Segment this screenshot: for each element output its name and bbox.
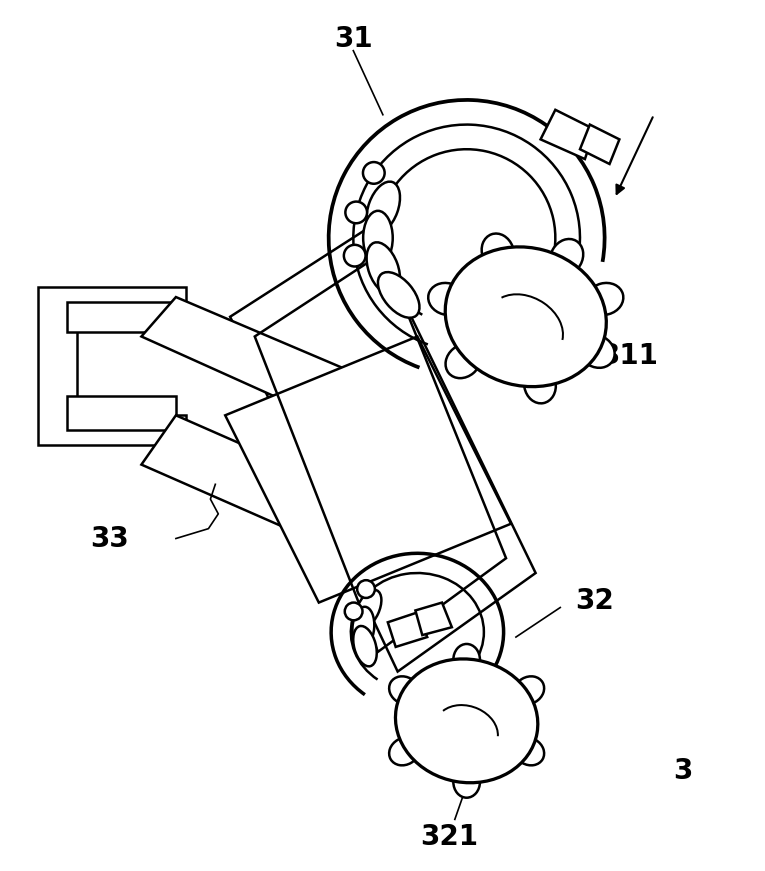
Polygon shape (225, 336, 511, 603)
Polygon shape (142, 415, 378, 553)
Ellipse shape (357, 580, 375, 598)
Ellipse shape (514, 738, 544, 766)
Ellipse shape (353, 607, 374, 648)
Ellipse shape (586, 283, 623, 315)
Ellipse shape (366, 182, 400, 233)
Ellipse shape (445, 246, 607, 387)
Ellipse shape (445, 344, 480, 378)
Ellipse shape (366, 242, 400, 294)
Text: 321: 321 (420, 823, 478, 851)
Ellipse shape (524, 366, 556, 403)
Ellipse shape (345, 201, 367, 223)
Ellipse shape (363, 211, 392, 265)
Text: 3: 3 (673, 757, 692, 785)
Ellipse shape (396, 659, 538, 783)
Ellipse shape (578, 334, 614, 368)
Ellipse shape (454, 644, 480, 676)
Ellipse shape (345, 603, 363, 620)
Polygon shape (230, 228, 536, 672)
Polygon shape (580, 125, 620, 164)
Ellipse shape (363, 162, 385, 184)
Ellipse shape (389, 738, 419, 766)
Ellipse shape (428, 283, 465, 315)
Ellipse shape (482, 233, 514, 270)
Polygon shape (67, 302, 176, 332)
Polygon shape (67, 395, 176, 430)
Polygon shape (38, 287, 186, 445)
Polygon shape (388, 612, 427, 647)
Text: 32: 32 (575, 586, 614, 615)
Ellipse shape (389, 676, 419, 705)
Polygon shape (142, 297, 373, 425)
Ellipse shape (378, 272, 419, 318)
Polygon shape (415, 603, 452, 635)
Text: 311: 311 (600, 342, 658, 370)
Text: 31: 31 (334, 25, 373, 53)
Ellipse shape (514, 676, 544, 705)
Polygon shape (541, 110, 594, 159)
Ellipse shape (550, 239, 583, 275)
Ellipse shape (343, 245, 366, 267)
Text: 33: 33 (90, 524, 129, 552)
Ellipse shape (355, 590, 382, 629)
Ellipse shape (454, 766, 480, 798)
Ellipse shape (353, 626, 377, 666)
